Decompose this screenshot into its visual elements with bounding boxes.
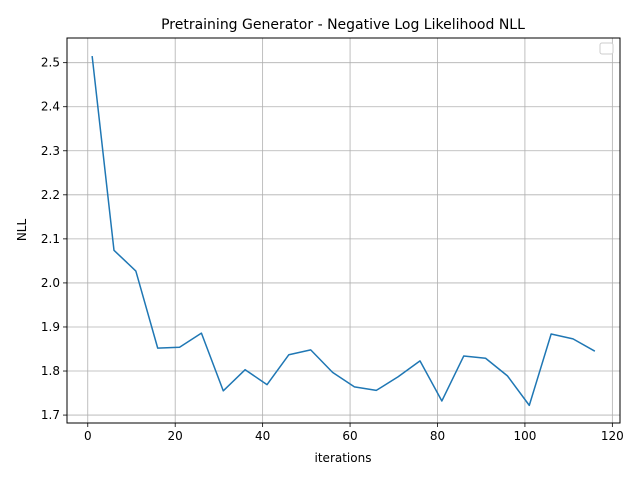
plot-frame: [66, 37, 621, 424]
y-tick-label: 2.1: [41, 232, 60, 246]
x-tick-label: 0: [84, 429, 92, 443]
x-tick-label: 100: [513, 429, 536, 443]
series-layer: [91, 55, 596, 407]
y-tick-label: 1.7: [41, 408, 60, 422]
x-tick-label: 40: [255, 429, 270, 443]
y-tick-label: 2.4: [41, 100, 60, 114]
x-tick-label: 20: [168, 429, 183, 443]
y-tick-label: 2.2: [41, 188, 60, 202]
y-tick-label: 2.5: [41, 56, 60, 70]
y-tick-label: 2.0: [41, 276, 60, 290]
x-tick-label: 60: [342, 429, 357, 443]
legend-box: [599, 42, 614, 55]
x-axis-label: iterations: [315, 451, 372, 465]
x-tick-label: 120: [601, 429, 624, 443]
y-tick-label: 1.8: [41, 364, 60, 378]
chart-title: Pretraining Generator - Negative Log Lik…: [161, 17, 525, 33]
y-axis-label: NLL: [15, 219, 29, 242]
grid-lines: [67, 38, 620, 423]
nll-series-line: [91, 55, 596, 407]
x-tick-label: 80: [430, 429, 445, 443]
y-axis-ticks: 1.7 1.8 1.9 2.0 2.1 2.2 2.3 2.4 2.5: [41, 56, 67, 422]
x-axis-ticks: 0 20 40 60 80 100 120: [84, 423, 624, 443]
y-tick-label: 2.3: [41, 144, 60, 158]
y-tick-label: 1.9: [41, 320, 60, 334]
